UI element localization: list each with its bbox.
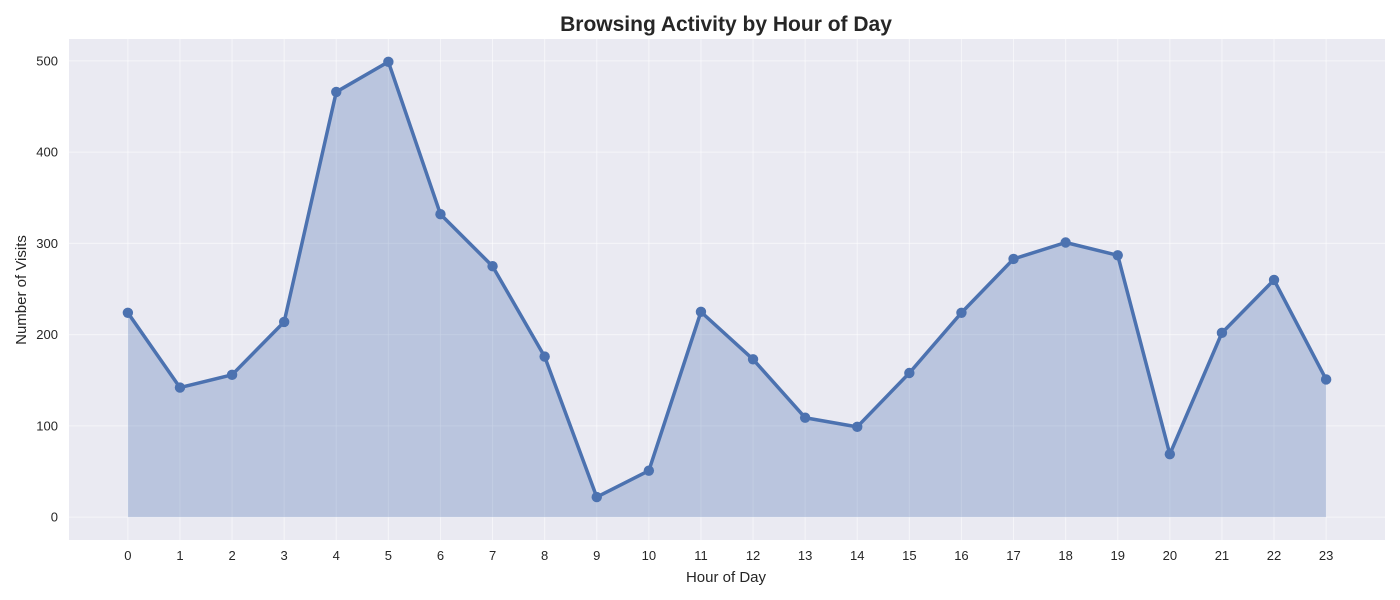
data-point (1320, 374, 1332, 385)
points-layer (122, 56, 1332, 503)
x-tick-label: 23 (1319, 548, 1333, 563)
x-tick-label: 3 (281, 548, 288, 563)
x-tick-label: 4 (333, 548, 340, 563)
data-point (539, 351, 550, 362)
x-tick-label: 7 (489, 548, 496, 563)
y-tick-label: 0 (51, 510, 58, 525)
x-tick-label: 9 (593, 548, 600, 563)
x-tick-label: 18 (1058, 548, 1072, 563)
x-tick-label: 21 (1215, 548, 1229, 563)
x-tick-label: 20 (1163, 548, 1177, 563)
data-point (226, 369, 238, 381)
x-tick-label: 10 (642, 548, 656, 563)
data-point (1268, 274, 1280, 286)
x-tick-label: 14 (850, 548, 864, 563)
x-tick-label: 2 (228, 548, 235, 563)
data-point (747, 354, 759, 365)
series-line (126, 60, 1328, 499)
grid (69, 39, 1385, 540)
x-tick-label: 15 (902, 548, 916, 563)
x-tick-label: 22 (1267, 548, 1281, 563)
area-fill (127, 61, 1327, 518)
data-point (174, 382, 186, 393)
data-point (956, 307, 967, 318)
data-point (695, 306, 707, 318)
data-point (904, 367, 915, 379)
data-point (435, 209, 446, 220)
x-axis-label: Hour of Day (686, 569, 767, 586)
ticks-layer: 0 1 2 3 4 5 6 7 8 9 10 11 12 13 14 15 16 17 18 19 20 21 22 2301… (36, 53, 1333, 563)
data-point (852, 421, 863, 433)
line-layer (126, 60, 1328, 499)
y-tick-label: 300 (36, 236, 58, 251)
data-point (1008, 253, 1019, 265)
x-tick-label: 6 (437, 548, 444, 563)
x-tick-label: 19 (1111, 548, 1125, 563)
y-tick-label: 500 (36, 53, 58, 68)
y-tick-label: 200 (36, 327, 58, 342)
x-tick-label: 11 (694, 548, 708, 563)
x-tick-label: 17 (1006, 548, 1020, 563)
x-tick-label: 5 (385, 548, 392, 563)
x-tick-label: 0 (124, 548, 131, 563)
data-point (643, 465, 655, 476)
data-point (591, 491, 602, 503)
y-axis-label: Number of Visits (13, 235, 30, 345)
data-point (278, 316, 290, 328)
data-point (1060, 237, 1071, 248)
x-tick-label: 16 (954, 548, 968, 563)
area-layer (127, 61, 1327, 518)
data-point (122, 307, 134, 318)
data-point (383, 56, 394, 68)
x-tick-label: 8 (541, 548, 548, 563)
y-tick-label: 100 (36, 418, 58, 433)
chart-title: Browsing Activity by Hour of Day (560, 13, 892, 36)
data-point (1164, 449, 1176, 460)
x-tick-label: 13 (798, 548, 812, 563)
x-tick-label: 1 (176, 548, 183, 563)
y-tick-label: 400 (36, 145, 58, 160)
data-point (1216, 327, 1228, 339)
data-point (487, 261, 498, 272)
data-point (331, 86, 342, 98)
x-tick-label: 12 (746, 548, 760, 563)
data-point (799, 412, 811, 423)
data-point (1112, 250, 1123, 261)
